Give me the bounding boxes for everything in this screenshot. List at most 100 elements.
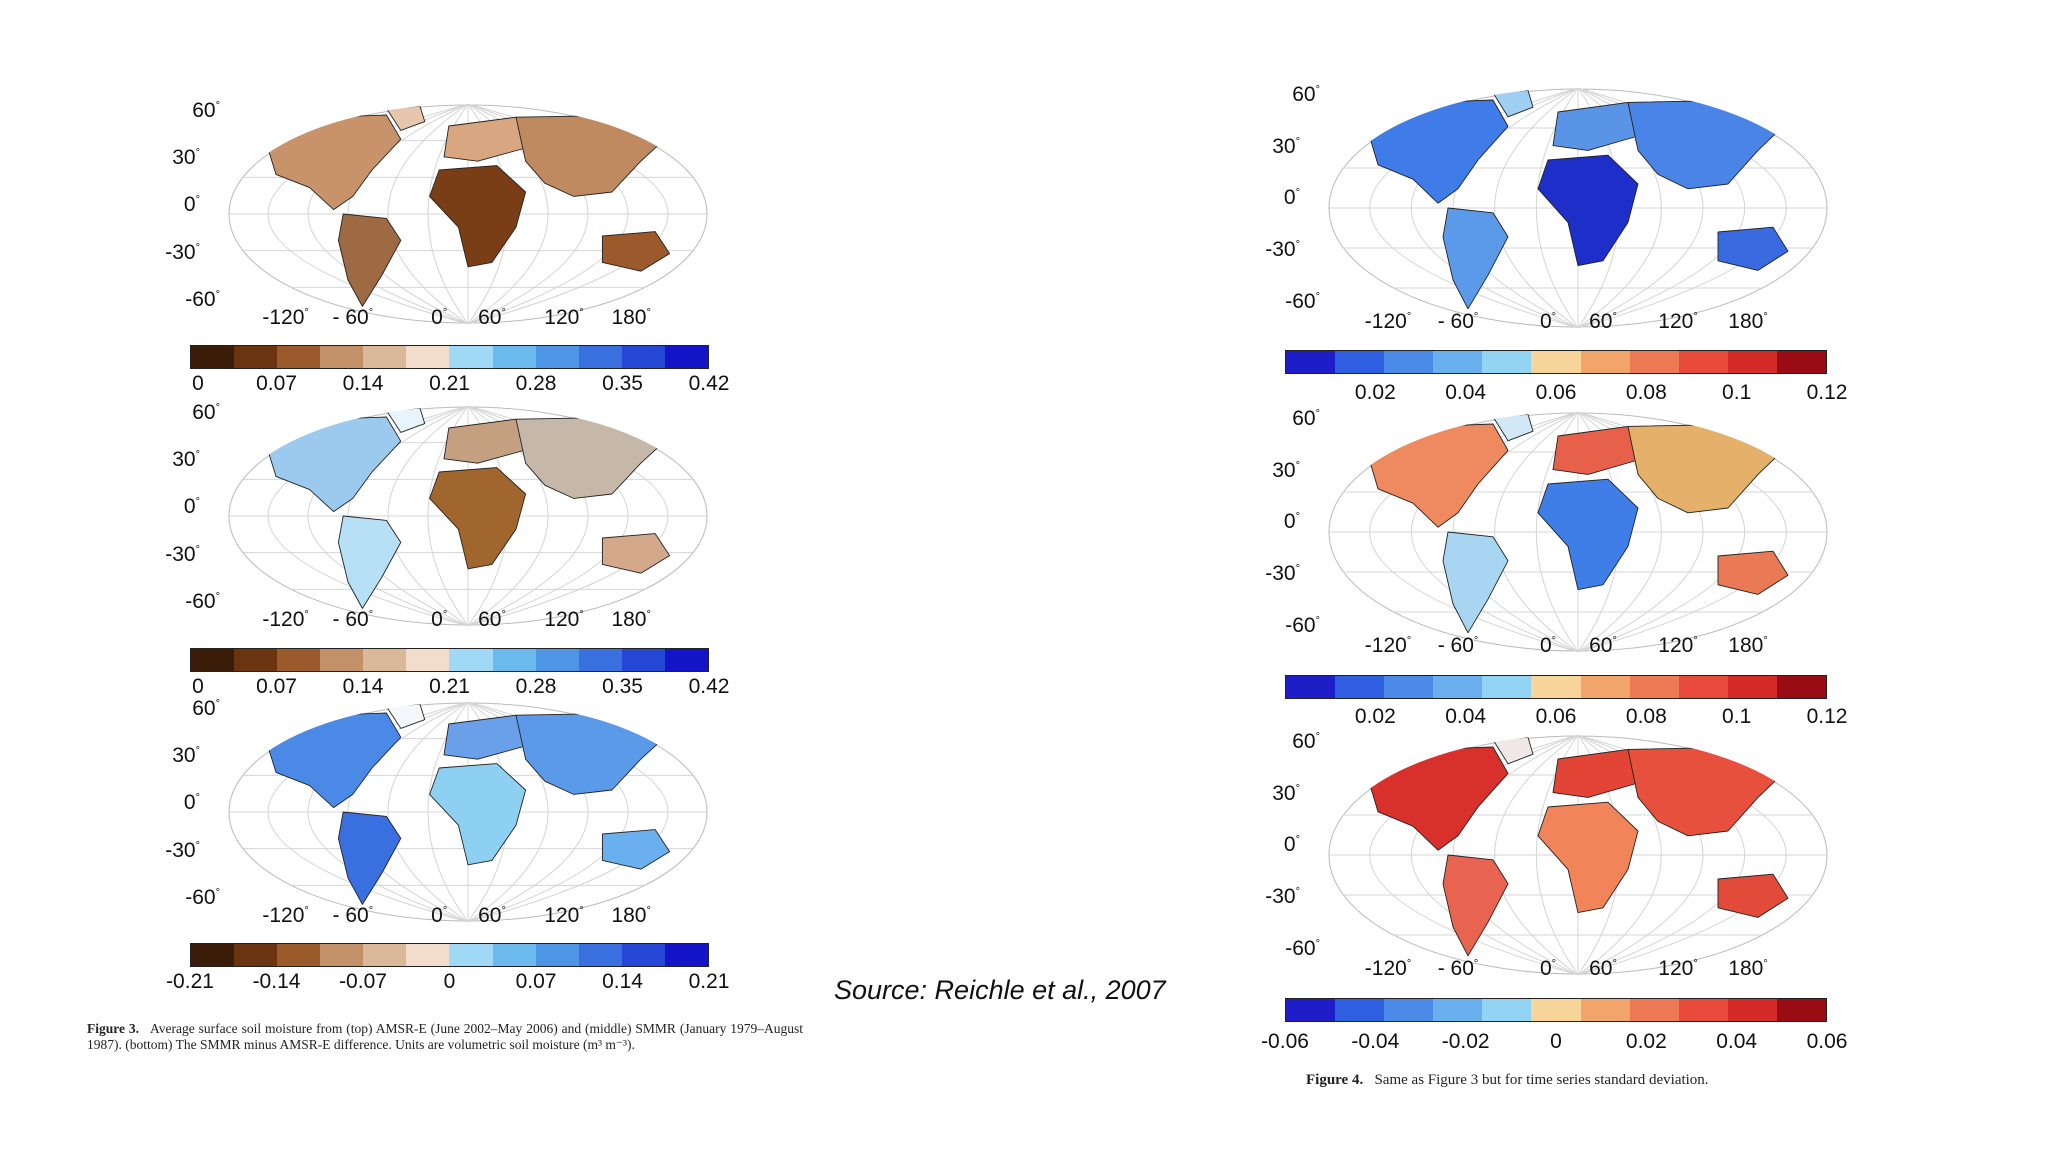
colorbar-tick-label: 0.42 [688,675,730,698]
colorbar-swatch [535,346,579,368]
degree-mark: ° [442,905,448,917]
fig4-map-1-lon-tick: 180° [1713,310,1783,334]
degree-mark: ° [1612,958,1617,970]
fig3-map-2-europe [443,418,527,464]
fig3-map-2-lat-tick: 60° [180,401,220,425]
fig4-map-2-lat-tick: 60° [1280,407,1320,431]
colorbar-swatch [1531,676,1581,698]
degree-mark: ° [1295,834,1300,847]
fig3-map-2-lat-tick: -60° [180,590,220,614]
degree-mark: ° [1612,635,1617,647]
fig3-map-2 [228,406,708,626]
colorbar-swatch [1580,676,1630,698]
fig3-map-3 [228,702,708,922]
fig3-map-2-africa [429,467,527,570]
fig3-map-3-lat-tick: 30° [160,744,200,768]
fig4-map-3 [1328,735,1828,975]
degree-mark: ° [304,905,309,917]
degree-mark: ° [1295,187,1300,200]
colorbar-swatch [1482,676,1532,698]
fig4-map-3-south-america [1442,854,1509,957]
degree-mark: ° [646,307,651,319]
lat-tick-value: 30 [1272,134,1296,158]
fig4-map-1-lat-tick: -60° [1280,290,1320,314]
colorbar-tick-label: 0.21 [429,675,470,698]
colorbar-swatch [621,944,665,966]
colorbar-tick-label: 0.07 [256,372,297,395]
colorbar-tick-label: 0.04 [1445,381,1487,404]
lat-tick-value: -60 [185,287,216,311]
fig4-map-2-south-america [1442,531,1509,634]
colorbar-swatch [535,649,579,671]
lat-tick-value: -60 [1285,289,1316,313]
fig4-map-3-lat-tick: 60° [1280,730,1320,754]
fig3-map-2-lat-tick: -30° [160,543,200,567]
colorbar-swatch [320,649,364,671]
degree-mark: ° [1315,408,1320,421]
colorbar-swatch [1433,676,1483,698]
degree-mark: ° [1315,290,1320,303]
colorbar-tick-label: 0.06 [1535,705,1577,728]
lat-tick-value: 0 [183,791,196,815]
fig3-map-3-europe [443,714,527,760]
colorbar-swatch [1482,999,1532,1021]
lon-tick-value: 60 [478,306,502,329]
fig4-map-1-lon-tick: - 60° [1423,310,1493,334]
lat-tick-value: -30 [1265,238,1296,261]
lon-tick-value: 60 [1589,310,1613,333]
colorbar-tick-label: 0 [1550,1030,1562,1053]
colorbar-swatch [1776,351,1827,373]
colorbar-swatch [277,944,321,966]
lon-tick-value: 180 [611,904,647,927]
lat-tick-value: 0 [183,495,196,519]
colorbar-swatch [363,649,407,671]
colorbar-swatch [234,346,278,368]
degree-mark: ° [579,307,584,319]
colorbar-tick-label: 0.04 [1445,705,1487,728]
colorbar-swatch [191,944,235,966]
colorbar-swatch [1531,999,1581,1021]
lat-tick-value: 60 [1292,83,1316,107]
lat-tick-value: -30 [1265,562,1296,585]
lat-tick-value: 0 [1283,510,1296,534]
lon-tick-value: 180 [611,306,647,329]
degree-mark: ° [195,146,200,159]
fig3-map-2-lat-tick: 30° [160,448,200,472]
colorbar-swatch [449,649,493,671]
degree-mark: ° [501,307,506,319]
colorbar-tick-label: 0.02 [1354,381,1396,404]
degree-mark: ° [579,905,584,917]
colorbar-swatch [1678,676,1728,698]
lat-tick-value: -30 [165,838,196,862]
fig4-map-1-lat-tick: 30° [1260,135,1300,159]
degree-mark: ° [1315,614,1320,627]
colorbar-swatch [1678,999,1728,1021]
degree-mark: ° [1406,635,1412,647]
lon-tick-value: 120 [1658,634,1694,657]
fig3-map-3-lon-tick: 120° [529,904,599,928]
degree-mark: ° [1612,311,1617,323]
colorbar-swatch [363,346,407,368]
fig3-map-2-lat-tick: 0° [160,495,200,519]
degree-mark: ° [195,194,200,207]
degree-mark: ° [215,401,220,414]
lon-tick-value: - 60 [1437,957,1474,980]
fig3-map-1-lat-tick: 0° [160,193,200,217]
fig4-map-2-lat-tick: -60° [1280,614,1320,638]
degree-mark: ° [195,496,200,509]
fig4-map-2-lon-tick: 120° [1643,634,1713,658]
lat-tick-value: -60 [185,589,216,613]
colorbar-tick-label: -0.02 [1441,1030,1490,1053]
colorbar-swatch [277,649,321,671]
colorbar-tick-label: 0.12 [1806,381,1848,404]
fig3-map-1-lat-tick: 60° [180,99,220,123]
colorbar-swatch [578,346,622,368]
fig4-map-1-globe [1328,88,1828,328]
degree-mark: ° [215,697,220,710]
fig4-map-3-lon-tick: - 60° [1423,957,1493,981]
lon-tick-value: 180 [1728,957,1764,980]
colorbar-swatch [191,346,235,368]
degree-mark: ° [1473,311,1479,323]
degree-mark: ° [646,905,651,917]
fig3-map-3-lat-tick: 60° [180,697,220,721]
